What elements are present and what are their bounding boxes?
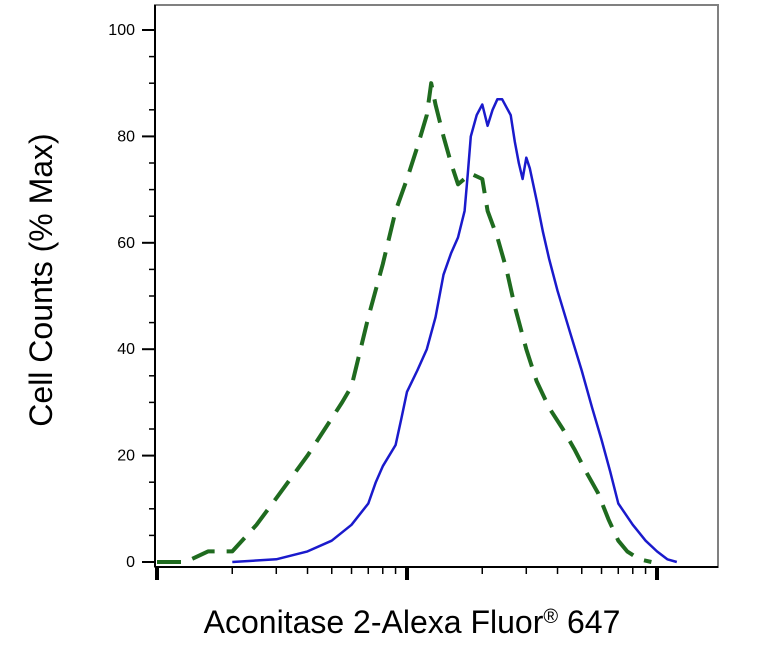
x-axis-title-suffix: 647 — [558, 604, 620, 640]
plot-frame — [154, 4, 719, 568]
y-tick-label: 20 — [117, 448, 135, 465]
x-axis-title-superscript: ® — [543, 606, 558, 628]
x-axis-title-main: Aconitase 2-Alexa Fluor — [204, 604, 544, 640]
y-tick-label: 40 — [117, 341, 135, 358]
control-histogram-line — [157, 81, 652, 564]
y-tick-label: 100 — [108, 22, 135, 39]
y-axis-title: Cell Counts (% Max) — [23, 133, 59, 426]
y-tick-label: 60 — [117, 235, 135, 252]
x-axis-title: Aconitase 2-Alexa Fluor® 647 — [204, 604, 621, 640]
y-axis-ticks: 0 20 40 60 80 100 — [108, 22, 155, 571]
x-axis-ticks — [155, 567, 659, 580]
series-layer — [157, 81, 678, 564]
y-tick-label: 0 — [126, 554, 135, 571]
sample-histogram-line — [232, 97, 678, 564]
y-tick-label: 80 — [117, 128, 135, 145]
